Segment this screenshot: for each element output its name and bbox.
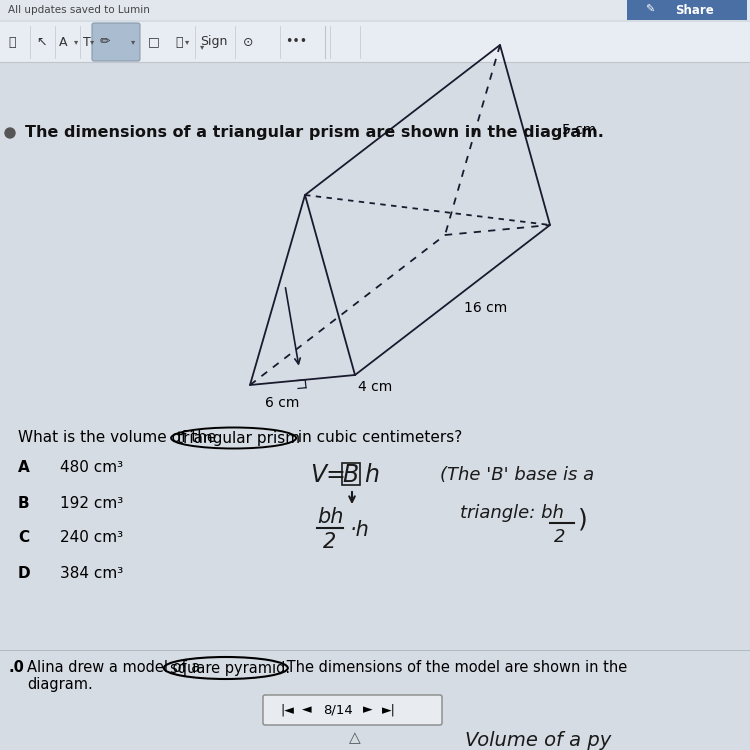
Text: What is the volume of the: What is the volume of the	[18, 430, 221, 445]
Text: All updates saved to Lumin: All updates saved to Lumin	[8, 5, 150, 15]
Text: 240 cm³: 240 cm³	[60, 530, 123, 545]
Text: ): )	[578, 507, 588, 531]
Text: B: B	[18, 496, 30, 511]
Text: △: △	[349, 730, 361, 746]
Text: ·h: ·h	[350, 520, 370, 540]
Text: in cubic centimeters?: in cubic centimeters?	[292, 430, 462, 445]
Text: C: C	[18, 530, 29, 545]
Text: 4 cm: 4 cm	[358, 380, 392, 394]
Text: 16 cm: 16 cm	[464, 301, 507, 315]
FancyBboxPatch shape	[627, 0, 747, 20]
Text: ▾: ▾	[90, 38, 94, 46]
Text: square pyramid.: square pyramid.	[170, 661, 290, 676]
Text: 8/14: 8/14	[323, 704, 352, 716]
Text: Sign: Sign	[200, 35, 227, 49]
Text: ▾: ▾	[74, 38, 78, 46]
Text: .0: .0	[8, 661, 24, 676]
Text: 2: 2	[323, 532, 337, 552]
Text: h: h	[364, 463, 379, 487]
Text: 5 cm: 5 cm	[562, 123, 596, 137]
Text: ◄: ◄	[302, 704, 312, 716]
Text: |◄: |◄	[280, 704, 294, 716]
Text: ▾: ▾	[131, 38, 135, 46]
Text: B: B	[342, 463, 358, 487]
Text: ►|: ►|	[382, 704, 396, 716]
Text: ▾: ▾	[185, 38, 189, 46]
FancyBboxPatch shape	[263, 695, 442, 725]
FancyBboxPatch shape	[0, 0, 750, 20]
Text: V=: V=	[310, 463, 346, 487]
Text: A: A	[18, 460, 30, 476]
Text: 🗋: 🗋	[8, 35, 16, 49]
Text: A: A	[59, 35, 68, 49]
Text: 192 cm³: 192 cm³	[60, 496, 123, 511]
Text: Share: Share	[676, 4, 714, 16]
Text: Volume of a py: Volume of a py	[465, 730, 611, 749]
Text: ►: ►	[363, 704, 373, 716]
Text: triangular prism: triangular prism	[176, 430, 300, 445]
Text: Alina drew a model of a: Alina drew a model of a	[27, 661, 205, 676]
Text: 384 cm³: 384 cm³	[60, 566, 123, 580]
Circle shape	[5, 128, 15, 138]
Text: ✏: ✏	[100, 35, 110, 49]
Text: triangle: bh: triangle: bh	[460, 504, 564, 522]
Text: diagram.: diagram.	[27, 676, 93, 692]
Text: T: T	[83, 35, 91, 49]
Text: □: □	[148, 35, 160, 49]
Text: 2: 2	[554, 528, 566, 546]
Text: The dimensions of a triangular prism are shown in the diagram.: The dimensions of a triangular prism are…	[25, 125, 604, 140]
Text: •••: •••	[285, 35, 308, 49]
Text: ▾: ▾	[200, 43, 204, 52]
Text: 🖼: 🖼	[175, 35, 182, 49]
FancyBboxPatch shape	[0, 22, 750, 62]
Text: 480 cm³: 480 cm³	[60, 460, 123, 476]
Text: (The 'B' base is a: (The 'B' base is a	[440, 466, 594, 484]
Text: bh: bh	[316, 507, 344, 527]
Text: D: D	[18, 566, 31, 580]
FancyBboxPatch shape	[92, 23, 140, 61]
Text: ⊙: ⊙	[243, 35, 254, 49]
Text: ↖: ↖	[36, 35, 46, 49]
Text: ✎: ✎	[645, 5, 654, 15]
Text: 6 cm: 6 cm	[265, 396, 299, 410]
Text: The dimensions of the model are shown in the: The dimensions of the model are shown in…	[282, 661, 627, 676]
